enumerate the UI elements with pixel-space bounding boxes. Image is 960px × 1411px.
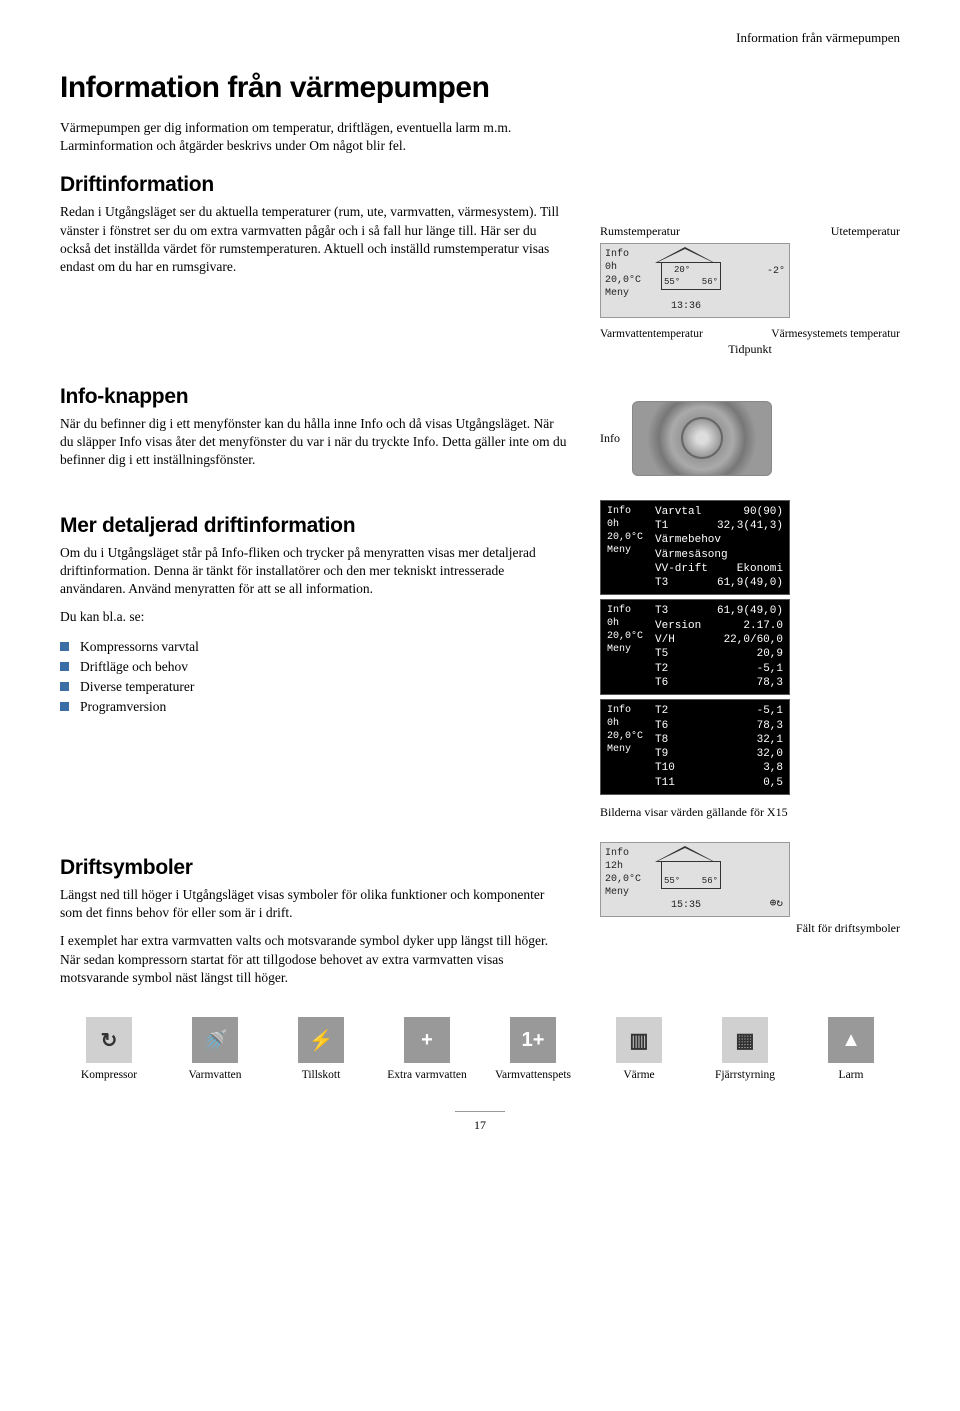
page-number: 17 bbox=[455, 1111, 505, 1133]
lcd-side-12h: 12h bbox=[605, 860, 647, 873]
dial-image bbox=[632, 401, 772, 476]
symbol-icon-cell: ▲ Larm bbox=[802, 1017, 900, 1081]
label-tidpunkt: Tidpunkt bbox=[600, 342, 900, 357]
fjärrstyrning-icon: ▦ bbox=[722, 1017, 768, 1063]
icon-label: Extra varmvatten bbox=[378, 1069, 476, 1081]
kompressor-icon: ↻ bbox=[86, 1017, 132, 1063]
list-item: Diverse temperaturer bbox=[60, 677, 570, 697]
icon-label: Fjärrstyrning bbox=[696, 1069, 794, 1081]
icon-label: Värme bbox=[590, 1069, 688, 1081]
symbol-icon-cell: ▦ Fjärrstyrning bbox=[696, 1017, 794, 1081]
symbol-icon-cell: + Extra varmvatten bbox=[378, 1017, 476, 1081]
symbol-icon-cell: ↻ Kompressor bbox=[60, 1017, 158, 1081]
lcd-detail-3: Info0h20,0°CMenyT2-5,1T678,3T832,1T932,0… bbox=[600, 699, 790, 795]
varmvatten-icon: 🚿 bbox=[192, 1017, 238, 1063]
icon-label: Tillskott bbox=[272, 1069, 370, 1081]
lcd-time: 15:35 bbox=[671, 900, 701, 913]
icon-label: Varmvatten bbox=[166, 1069, 264, 1081]
lcd-hotwater-temp: 55° bbox=[664, 277, 680, 288]
lcd-detail-1: Info0h20,0°CMenyVarvtal90(90)T132,3(41,3… bbox=[600, 500, 790, 596]
lcd-system-temp: 56° bbox=[702, 277, 718, 288]
label-utetemperatur: Utetemperatur bbox=[831, 224, 900, 239]
intro-text: Värmepumpen ger dig information om tempe… bbox=[60, 119, 570, 155]
running-head: Information från värmepumpen bbox=[60, 30, 900, 46]
page-title: Information från värmepumpen bbox=[60, 71, 900, 105]
label-varmesystemets-temperatur: Värmesystemets temperatur bbox=[720, 328, 900, 340]
label-rumstemperatur: Rumstemperatur bbox=[600, 224, 821, 239]
label-info-dial: Info bbox=[600, 431, 620, 446]
section-driftsymboler-p2: I exemplet har extra varmvatten valts oc… bbox=[60, 932, 570, 987]
lcd-side-temp: 20,0°C bbox=[605, 873, 647, 886]
list-item: Programversion bbox=[60, 697, 570, 717]
section-detaljerad-body: Om du i Utgångsläget står på Info-fliken… bbox=[60, 544, 570, 599]
symbol-icon-cell: 1+ Varmvattenspets bbox=[484, 1017, 582, 1081]
lcd-side-info: Info bbox=[605, 248, 647, 261]
list-item: Kompressorns varvtal bbox=[60, 637, 570, 657]
lcd-side-meny: Meny bbox=[605, 287, 647, 300]
tillskott-icon: ⚡ bbox=[298, 1017, 344, 1063]
icon-label: Kompressor bbox=[60, 1069, 158, 1081]
lcd-side-0h: 0h bbox=[605, 261, 647, 274]
lcd-caption: Bilderna visar värden gällande för X15 bbox=[600, 805, 900, 820]
värme-icon: ▥ bbox=[616, 1017, 662, 1063]
section-driftsymboler-heading: Driftsymboler bbox=[60, 856, 570, 880]
lcd-overview-screen: Info 0h 20,0°C Meny 20° 55° 56° -2° 13:3… bbox=[600, 243, 790, 318]
lcd-time: 13:36 bbox=[671, 301, 701, 314]
symbol-icon-row: ↻ Kompressor 🚿 Varmvatten ⚡ Tillskott + Extra v… bbox=[60, 1017, 900, 1081]
list-intro: Du kan bl.a. se: bbox=[60, 608, 570, 626]
varmvattenspets-icon: 1+ bbox=[510, 1017, 556, 1063]
lcd-symbols-caption: Fält för driftsymboler bbox=[600, 921, 900, 936]
lcd-symbols-screen: Info 12h 20,0°C Meny 55° 56° 15:35 ⊕↻ bbox=[600, 842, 790, 917]
lcd-side-meny: Meny bbox=[605, 886, 647, 899]
list-item: Driftläge och behov bbox=[60, 657, 570, 677]
extra-varmvatten-icon: + bbox=[404, 1017, 450, 1063]
section-infoknappen-body: När du befinner dig i ett menyfönster ka… bbox=[60, 415, 570, 470]
larm-icon: ▲ bbox=[828, 1017, 874, 1063]
lcd-side-temp: 20,0°C bbox=[605, 274, 647, 287]
section-driftinformation-body: Redan i Utgångsläget ser du aktuella tem… bbox=[60, 203, 570, 276]
lcd-top-labels: Rumstemperatur Utetemperatur bbox=[600, 224, 900, 239]
section-driftinformation-heading: Driftinformation bbox=[60, 173, 570, 197]
lcd-bottom-labels: Varmvattentemperatur Värmesystemets temp… bbox=[600, 328, 900, 340]
feature-list: Kompressorns varvtal Driftläge och behov… bbox=[60, 637, 570, 718]
lcd-indoor-temp: 20° bbox=[674, 265, 690, 276]
lcd-system-temp: 56° bbox=[702, 876, 718, 887]
icon-label: Varmvattenspets bbox=[484, 1069, 582, 1081]
symbol-icon-cell: ▥ Värme bbox=[590, 1017, 688, 1081]
section-infoknappen-heading: Info-knappen bbox=[60, 385, 570, 409]
section-driftsymboler-p1: Längst ned till höger i Utgångsläget vis… bbox=[60, 886, 570, 922]
lcd-side-info: Info bbox=[605, 847, 647, 860]
lcd-hotwater-temp: 55° bbox=[664, 876, 680, 887]
symbol-icon-cell: ⚡ Tillskott bbox=[272, 1017, 370, 1081]
icon-label: Larm bbox=[802, 1069, 900, 1081]
label-varmvattentemperatur: Varmvattentemperatur bbox=[600, 328, 710, 340]
lcd-detail-2: Info0h20,0°CMenyT361,9(49,0)Version2.17.… bbox=[600, 599, 790, 695]
lcd-outdoor-temp: -2° bbox=[767, 266, 785, 279]
section-detaljerad-heading: Mer detaljerad driftinformation bbox=[60, 514, 570, 538]
symbol-icon-cell: 🚿 Varmvatten bbox=[166, 1017, 264, 1081]
